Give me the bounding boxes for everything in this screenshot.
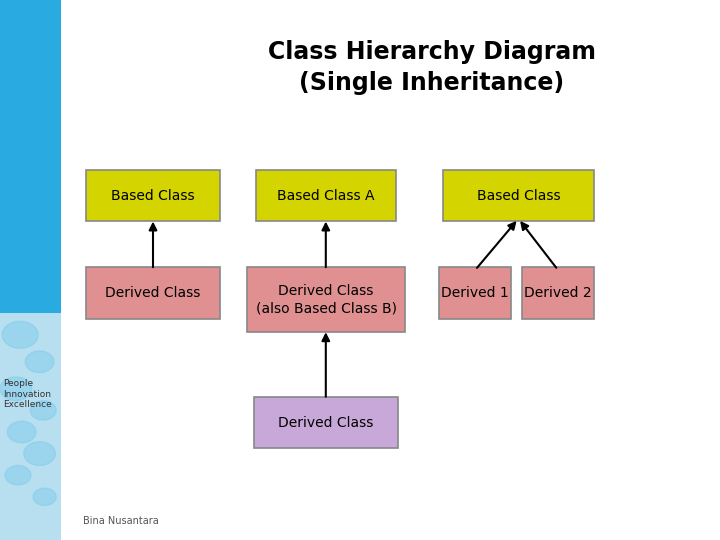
Text: Class Hierarchy Diagram
(Single Inheritance): Class Hierarchy Diagram (Single Inherita… [268, 40, 596, 95]
Text: Bina Nusantara: Bina Nusantara [83, 516, 158, 526]
Text: Derived Class: Derived Class [279, 416, 374, 429]
Circle shape [0, 377, 32, 401]
Circle shape [5, 465, 31, 485]
Circle shape [2, 321, 38, 348]
Circle shape [30, 401, 56, 420]
Bar [0, 313, 61, 540]
FancyBboxPatch shape [439, 267, 511, 319]
Circle shape [7, 421, 36, 443]
FancyBboxPatch shape [254, 397, 398, 448]
Text: Derived Class: Derived Class [105, 286, 201, 300]
Circle shape [24, 442, 55, 465]
FancyBboxPatch shape [247, 267, 405, 332]
Text: Derived Class
(also Based Class B): Derived Class (also Based Class B) [256, 284, 397, 315]
FancyBboxPatch shape [443, 170, 594, 221]
Circle shape [33, 488, 56, 505]
Text: Based Class: Based Class [477, 189, 560, 202]
FancyBboxPatch shape [86, 170, 220, 221]
Bar [0, 0, 61, 313]
FancyBboxPatch shape [256, 170, 396, 221]
Circle shape [25, 351, 54, 373]
Text: Derived 1: Derived 1 [441, 286, 509, 300]
Text: Based Class A: Based Class A [277, 189, 374, 202]
FancyBboxPatch shape [86, 267, 220, 319]
Text: Derived 2: Derived 2 [524, 286, 592, 300]
Text: Based Class: Based Class [111, 189, 195, 202]
FancyBboxPatch shape [522, 267, 594, 319]
Text: People
Innovation
Excellence: People Innovation Excellence [4, 379, 53, 409]
